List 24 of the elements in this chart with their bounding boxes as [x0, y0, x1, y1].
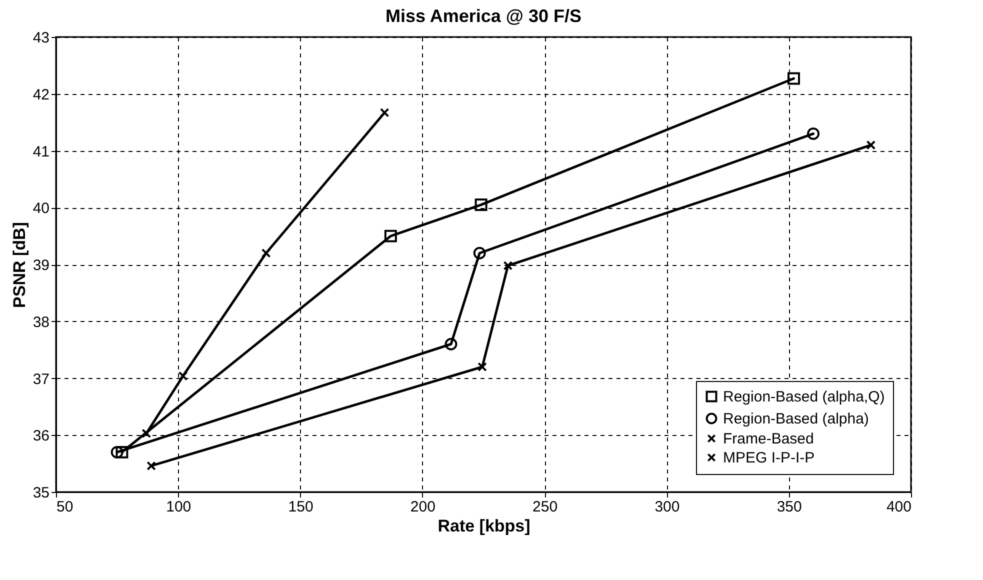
legend-label: Frame-Based: [723, 430, 814, 448]
x-tick-label: 50: [56, 498, 74, 516]
x-tick-label: 400: [886, 498, 912, 516]
y-tick-label: 35: [32, 484, 50, 502]
x-tick-label: 150: [288, 498, 314, 516]
y-tick-label: 36: [32, 428, 50, 445]
x-tick-label: 250: [532, 498, 558, 516]
y-tick-label: 38: [32, 314, 50, 331]
y-tick-label: 39: [32, 257, 50, 274]
legend-label: MPEG I-P-I-P: [723, 450, 815, 466]
legend-label: Region-Based (alpha): [723, 410, 869, 428]
x-tick-label: 350: [776, 498, 802, 516]
y-tick-label: 42: [32, 86, 50, 104]
y-tick-label: 37: [32, 370, 50, 388]
x-axis-title: Rate [kbps]: [438, 516, 530, 536]
x-tick-label: 100: [166, 498, 192, 516]
y-tick-label: 40: [32, 200, 50, 218]
x-tick-label: 200: [410, 498, 436, 516]
legend-label: Region-Based (alpha,Q): [723, 388, 885, 406]
y-tick-label: 43: [32, 30, 50, 46]
y-tick-label: 41: [32, 143, 50, 160]
y-axis-title: PSNR [dB]: [10, 222, 29, 308]
x-tick-label: 300: [654, 498, 680, 516]
chart-title: Miss America @ 30 F/S: [386, 6, 582, 26]
